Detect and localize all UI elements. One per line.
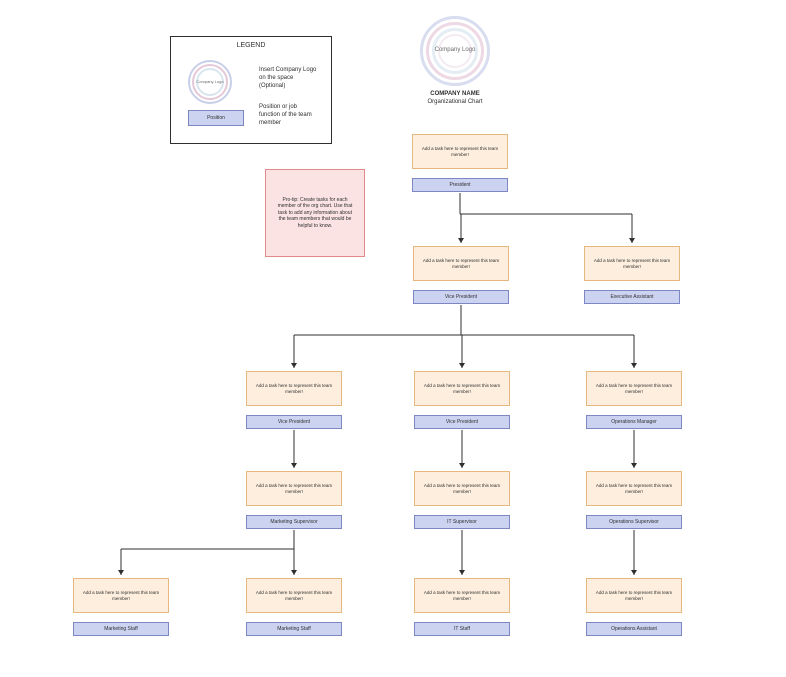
node-task[interactable]: Add a task here to represent this team m… <box>246 371 342 406</box>
node-ops-mgr[interactable]: Add a task here to represent this team m… <box>586 371 682 429</box>
legend-logo-caption: Insert Company Logo on the space (Option… <box>259 67 319 90</box>
node-vp2[interactable]: Add a task here to represent this team m… <box>246 371 342 429</box>
node-task[interactable]: Add a task here to represent this team m… <box>586 578 682 613</box>
node-task[interactable]: Add a task here to represent this team m… <box>584 246 680 281</box>
node-role: Marketing Staff <box>246 622 342 636</box>
legend-logo: Company Logo <box>188 60 232 104</box>
node-mkt-staff2[interactable]: Add a task here to represent this team m… <box>246 578 342 636</box>
node-role: Vice President <box>414 415 510 429</box>
node-task[interactable]: Add a task here to represent this team m… <box>414 371 510 406</box>
node-task[interactable]: Add a task here to represent this team m… <box>412 134 508 169</box>
node-it-sup[interactable]: Add a task here to represent this team m… <box>414 471 510 529</box>
node-role: Executive Assistant <box>584 290 680 304</box>
node-role: Vice President <box>413 290 509 304</box>
legend-logo-label: Company Logo <box>188 60 232 104</box>
node-task[interactable]: Add a task here to represent this team m… <box>413 246 509 281</box>
node-role: IT Staff <box>414 622 510 636</box>
node-president[interactable]: Add a task here to represent this team m… <box>412 134 508 192</box>
node-task[interactable]: Add a task here to represent this team m… <box>246 471 342 506</box>
node-task[interactable]: Add a task here to represent this team m… <box>246 578 342 613</box>
node-vp1[interactable]: Add a task here to represent this team m… <box>413 246 509 304</box>
connector-lines <box>0 0 786 677</box>
org-chart-canvas: LEGEND Company Logo Insert Company Logo … <box>0 0 786 677</box>
node-role: Operations Supervisor <box>586 515 682 529</box>
chart-subtitle: Organizational Chart <box>405 99 505 105</box>
node-role: President <box>412 178 508 192</box>
node-ops-sup[interactable]: Add a task here to represent this team m… <box>586 471 682 529</box>
node-role: Marketing Staff <box>73 622 169 636</box>
node-task[interactable]: Add a task here to represent this team m… <box>586 371 682 406</box>
node-it-staff[interactable]: Add a task here to represent this team m… <box>414 578 510 636</box>
node-task[interactable]: Add a task here to represent this team m… <box>586 471 682 506</box>
node-role: Operations Manager <box>586 415 682 429</box>
node-mkt-sup[interactable]: Add a task here to represent this team m… <box>246 471 342 529</box>
node-vp3[interactable]: Add a task here to represent this team m… <box>414 371 510 429</box>
node-role: Operations Assistant <box>586 622 682 636</box>
node-ops-asst[interactable]: Add a task here to represent this team m… <box>586 578 682 636</box>
node-task[interactable]: Add a task here to represent this team m… <box>414 578 510 613</box>
company-name: COMPANY NAME <box>405 91 505 97</box>
legend-position-caption: Position or job function of the team mem… <box>259 104 319 127</box>
node-role: IT Supervisor <box>414 515 510 529</box>
company-logo-label: Company Logo <box>420 16 490 86</box>
pro-tip-box: Pro-tip: Create tasks for each member of… <box>265 169 365 257</box>
node-role: Vice President <box>246 415 342 429</box>
company-logo: Company Logo <box>420 16 490 86</box>
node-role: Marketing Supervisor <box>246 515 342 529</box>
node-exec-asst[interactable]: Add a task here to represent this team m… <box>584 246 680 304</box>
legend-title: LEGEND <box>171 42 331 49</box>
node-task[interactable]: Add a task here to represent this team m… <box>414 471 510 506</box>
legend-position-swatch: Position <box>188 110 244 126</box>
node-task[interactable]: Add a task here to represent this team m… <box>73 578 169 613</box>
node-mkt-staff1[interactable]: Add a task here to represent this team m… <box>73 578 169 636</box>
